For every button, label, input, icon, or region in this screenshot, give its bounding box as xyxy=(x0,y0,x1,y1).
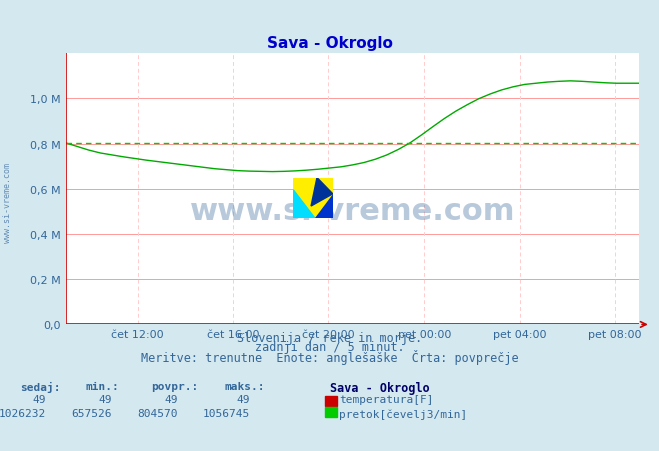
Text: Meritve: trenutne  Enote: anglešaške  Črta: povprečje: Meritve: trenutne Enote: anglešaške Črta… xyxy=(140,350,519,364)
Text: povpr.:: povpr.: xyxy=(152,381,199,391)
Text: temperatura[F]: temperatura[F] xyxy=(339,395,434,405)
Polygon shape xyxy=(311,178,333,207)
Text: min.:: min.: xyxy=(86,381,119,391)
Text: Slovenija / reke in morje.: Slovenija / reke in morje. xyxy=(237,331,422,345)
Text: 1056745: 1056745 xyxy=(203,408,250,418)
Text: 49: 49 xyxy=(99,395,112,405)
Text: pretok[čevelj3/min]: pretok[čevelj3/min] xyxy=(339,408,468,419)
Polygon shape xyxy=(293,190,315,219)
Text: www.si-vreme.com: www.si-vreme.com xyxy=(190,197,515,226)
Text: zadnji dan / 5 minut.: zadnji dan / 5 minut. xyxy=(254,341,405,354)
Text: maks.:: maks.: xyxy=(224,381,264,391)
Text: 804570: 804570 xyxy=(138,408,178,418)
Text: 49: 49 xyxy=(33,395,46,405)
Text: 1026232: 1026232 xyxy=(0,408,46,418)
Text: sedaj:: sedaj: xyxy=(20,381,60,392)
Text: 49: 49 xyxy=(165,395,178,405)
Text: Sava - Okroglo: Sava - Okroglo xyxy=(330,381,429,394)
Text: www.si-vreme.com: www.si-vreme.com xyxy=(3,163,13,243)
Polygon shape xyxy=(315,194,333,219)
Text: 49: 49 xyxy=(237,395,250,405)
Text: 657526: 657526 xyxy=(72,408,112,418)
Text: Sava - Okroglo: Sava - Okroglo xyxy=(266,36,393,51)
